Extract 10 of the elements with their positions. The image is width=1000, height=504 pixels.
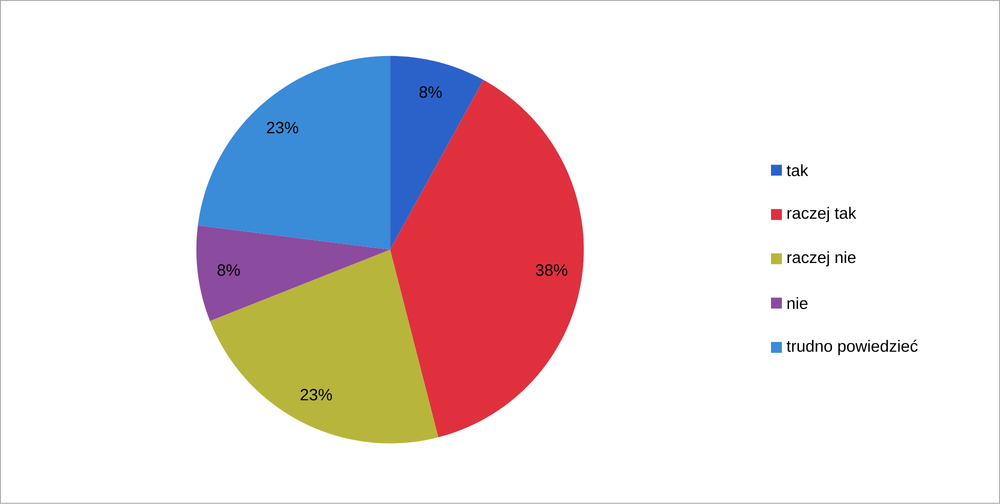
data-label: 8% [218, 264, 240, 276]
legend-label: nie [788, 297, 808, 310]
data-label: 8% [419, 86, 442, 98]
data-label: 23% [300, 389, 332, 401]
data-label: 38% [536, 264, 568, 276]
legend-label: trudno powiedzieć [786, 340, 918, 356]
legend-label: raczej nie [788, 251, 856, 267]
data-label: 23% [266, 122, 298, 134]
legend-label: tak [786, 164, 808, 176]
legend-label: raczej tak [788, 207, 856, 222]
